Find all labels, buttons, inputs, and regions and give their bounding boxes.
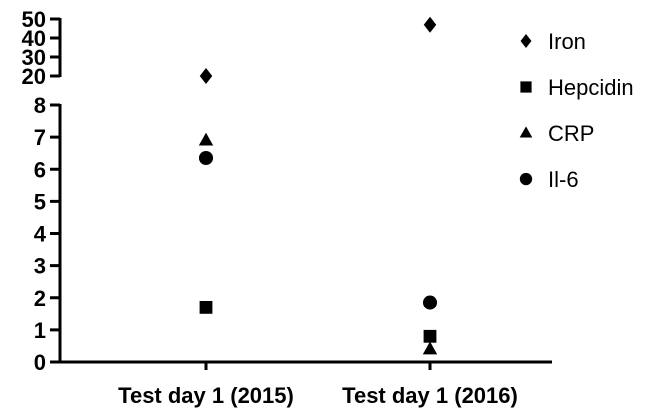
data-points <box>198 16 438 355</box>
y-tick-label: 40 <box>22 26 46 51</box>
axes <box>58 18 552 370</box>
x-category-labels: Test day 1 (2015) Test day 1 (2016) <box>118 383 518 408</box>
legend-marker-il-6 <box>519 172 533 186</box>
legend-label: Hepcidin <box>548 75 634 100</box>
data-point-il-6 <box>198 150 214 166</box>
data-point-hepcidin <box>199 300 213 314</box>
legend-marker-crp <box>519 126 533 138</box>
y-tick-label: 50 <box>22 7 46 32</box>
legend: Iron Hepcidin CRP Il-6 <box>519 29 634 192</box>
y-tick-label: 6 <box>34 157 46 182</box>
y-tick-label: 5 <box>34 189 46 214</box>
data-point-il-6 <box>422 295 438 310</box>
y-tick-label: 0 <box>34 350 46 375</box>
legend-marker-iron <box>520 34 532 48</box>
y-tick-label: 3 <box>34 254 46 279</box>
y-tick-label: 1 <box>34 318 46 343</box>
legend-label: Il-6 <box>548 167 579 192</box>
y-tick-label: 4 <box>34 222 47 247</box>
legend-label: CRP <box>548 121 594 146</box>
x-category-label: Test day 1 (2016) <box>342 383 518 408</box>
y-tick-label: 20 <box>22 64 46 89</box>
y-tick-label: 2 <box>34 286 46 311</box>
legend-marker-hepcidin <box>520 81 532 93</box>
data-point-iron <box>199 68 213 84</box>
y-tick-label: 30 <box>22 45 46 70</box>
data-point-crp <box>422 341 438 355</box>
data-point-hepcidin <box>423 329 437 343</box>
data-point-iron <box>423 16 437 33</box>
legend-label: Iron <box>548 29 586 54</box>
data-point-crp <box>198 132 214 146</box>
y-tick-label: 7 <box>34 125 46 150</box>
y-tick-label: 8 <box>34 93 46 118</box>
x-category-label: Test day 1 (2015) <box>118 383 294 408</box>
